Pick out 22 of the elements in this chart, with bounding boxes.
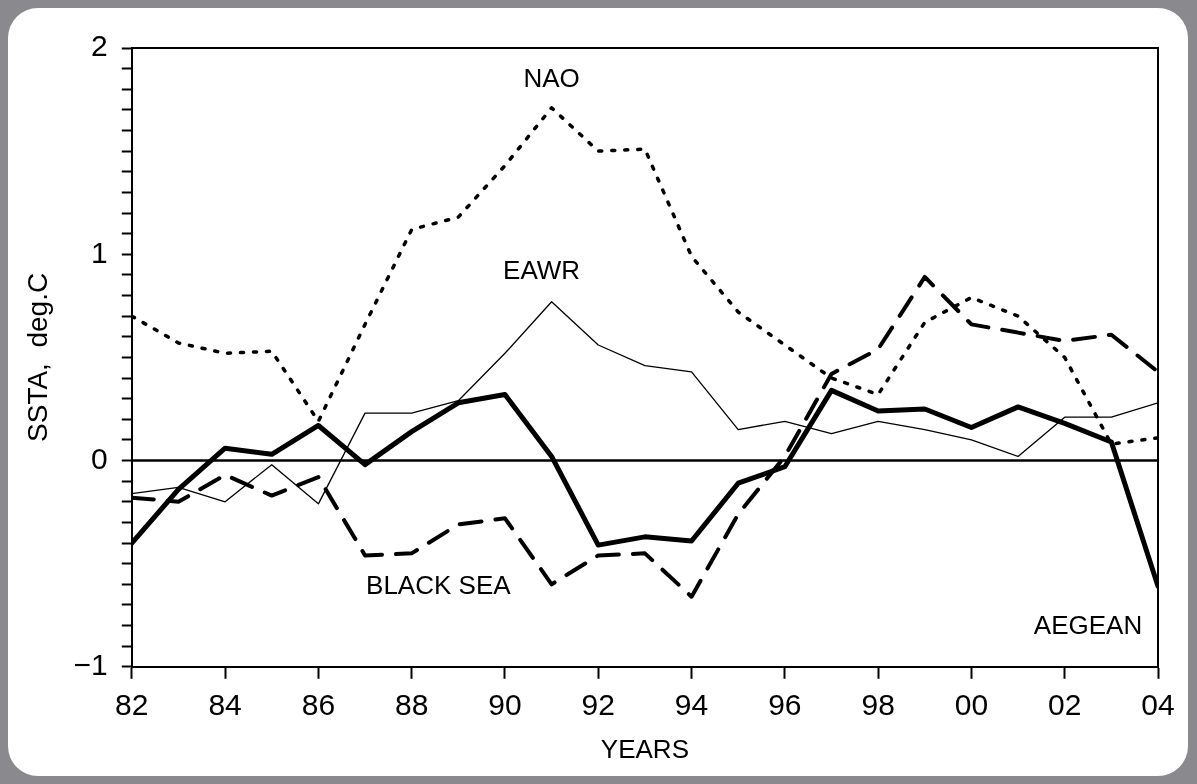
x-tick-label: 86 — [301, 688, 336, 722]
x-tick-label: 92 — [581, 688, 615, 722]
x-tick-label: 82 — [115, 688, 149, 722]
series-label: BLACK SEA — [366, 569, 512, 600]
x-tick-label: 96 — [768, 688, 802, 722]
y-tick-label: 2 — [91, 29, 108, 63]
x-tick-label: 84 — [208, 688, 242, 722]
series-label: NAO — [523, 62, 580, 93]
x-tick-label: 00 — [954, 688, 989, 722]
y-tick-label: 1 — [91, 235, 108, 269]
y-tick-label: −1 — [73, 648, 108, 682]
series-label: EAWR — [503, 254, 581, 285]
x-tick-label: 98 — [861, 688, 895, 722]
y-axis-title: SSTA, deg.C — [21, 272, 53, 442]
x-axis-title: YEARS — [600, 733, 689, 764]
x-tick-label: 04 — [1141, 688, 1175, 722]
y-tick-label: 0 — [91, 441, 108, 475]
series-label: AEGEAN — [1033, 609, 1143, 640]
x-tick-label: 94 — [674, 688, 709, 722]
x-tick-label: 02 — [1048, 688, 1082, 722]
x-tick-label: 90 — [488, 688, 522, 722]
x-tick-label: 88 — [394, 688, 429, 722]
